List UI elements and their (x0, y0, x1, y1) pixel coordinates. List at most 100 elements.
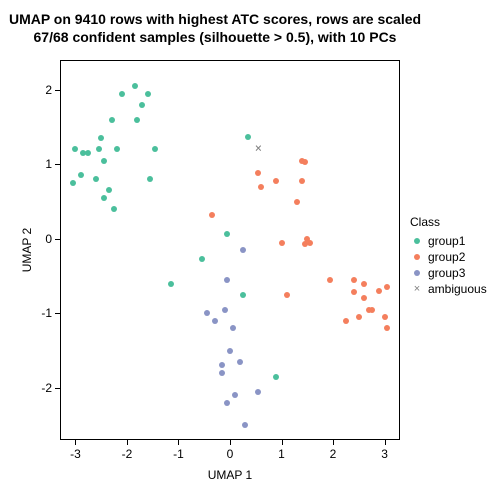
data-point (376, 288, 382, 294)
data-point (212, 318, 218, 324)
data-point (384, 284, 390, 290)
data-point (242, 422, 248, 428)
data-point (384, 325, 390, 331)
data-point-ambiguous: × (255, 142, 262, 154)
legend-label: group3 (428, 266, 465, 280)
data-point (273, 374, 279, 380)
data-point (219, 362, 225, 368)
x-marker-icon: × (410, 283, 424, 295)
data-point (70, 180, 76, 186)
data-point (237, 359, 243, 365)
data-point (351, 277, 357, 283)
x-tick (178, 440, 179, 445)
data-point (101, 195, 107, 201)
data-point (343, 318, 349, 324)
data-point (101, 158, 107, 164)
x-tick-label: 1 (278, 447, 285, 461)
data-point (72, 146, 78, 152)
data-point (106, 187, 112, 193)
x-tick-label: 3 (381, 447, 388, 461)
x-tick (385, 440, 386, 445)
x-tick (282, 440, 283, 445)
data-point (78, 172, 84, 178)
legend-item: group1 (410, 233, 487, 249)
data-point (109, 117, 115, 123)
data-point (98, 135, 104, 141)
data-point (255, 389, 261, 395)
x-tick-label: -3 (70, 447, 81, 461)
data-point (369, 307, 375, 313)
y-tick (55, 239, 60, 240)
data-point (139, 102, 145, 108)
y-tick-label: -2 (36, 381, 52, 395)
y-tick-label: 1 (36, 157, 52, 171)
x-tick (333, 440, 334, 445)
x-tick-label: 2 (330, 447, 337, 461)
data-point (209, 212, 215, 218)
data-point (145, 91, 151, 97)
legend-label: group2 (428, 250, 465, 264)
y-tick (55, 313, 60, 314)
title-line-2: 67/68 confident samples (silhouette > 0.… (34, 29, 397, 45)
legend-title: Class (410, 215, 487, 229)
data-point (255, 170, 261, 176)
legend-item: group3 (410, 265, 487, 281)
data-point (134, 117, 140, 123)
data-point (224, 400, 230, 406)
x-tick-label: 0 (227, 447, 234, 461)
data-point (230, 325, 236, 331)
data-point (147, 176, 153, 182)
legend-item: group2 (410, 249, 487, 265)
legend: Class group1 group2 group3 × ambiguous (410, 215, 487, 297)
data-point (85, 150, 91, 156)
x-tick-label: -2 (122, 447, 133, 461)
data-point (114, 146, 120, 152)
data-point (224, 231, 230, 237)
data-point (284, 292, 290, 298)
data-point (204, 310, 210, 316)
data-point (245, 134, 251, 140)
x-tick (75, 440, 76, 445)
data-point (273, 178, 279, 184)
data-point (132, 83, 138, 89)
data-point (240, 247, 246, 253)
data-point (299, 178, 305, 184)
chart-title: UMAP on 9410 rows with highest ATC score… (0, 10, 430, 46)
data-point (232, 392, 238, 398)
data-point (199, 256, 205, 262)
data-point (382, 314, 388, 320)
y-tick (55, 164, 60, 165)
data-point (224, 277, 230, 283)
title-line-1: UMAP on 9410 rows with highest ATC score… (9, 11, 421, 27)
y-axis-title: UMAP 2 (20, 60, 34, 440)
y-tick-label: -1 (36, 306, 52, 320)
data-point (240, 292, 246, 298)
data-point (258, 184, 264, 190)
circle-marker-icon (410, 254, 424, 260)
legend-item: × ambiguous (410, 281, 487, 297)
chart-container: UMAP on 9410 rows with highest ATC score… (0, 0, 504, 504)
data-point (302, 159, 308, 165)
data-point (152, 146, 158, 152)
data-point (294, 199, 300, 205)
x-tick (230, 440, 231, 445)
legend-label: ambiguous (428, 282, 487, 296)
data-point (219, 370, 225, 376)
legend-label: group1 (428, 234, 465, 248)
legend-items: group1 group2 group3 × ambiguous (410, 233, 487, 297)
y-tick-label: 2 (36, 83, 52, 97)
y-tick-label: 0 (36, 232, 52, 246)
x-tick (127, 440, 128, 445)
data-point (222, 307, 228, 313)
data-point (168, 281, 174, 287)
data-point (361, 295, 367, 301)
data-point (361, 281, 367, 287)
data-point (307, 240, 313, 246)
x-axis-title: UMAP 1 (60, 468, 400, 482)
data-point (119, 91, 125, 97)
x-tick-label: -1 (173, 447, 184, 461)
data-point (279, 240, 285, 246)
circle-marker-icon (410, 238, 424, 244)
data-point (327, 277, 333, 283)
data-point (351, 289, 357, 295)
